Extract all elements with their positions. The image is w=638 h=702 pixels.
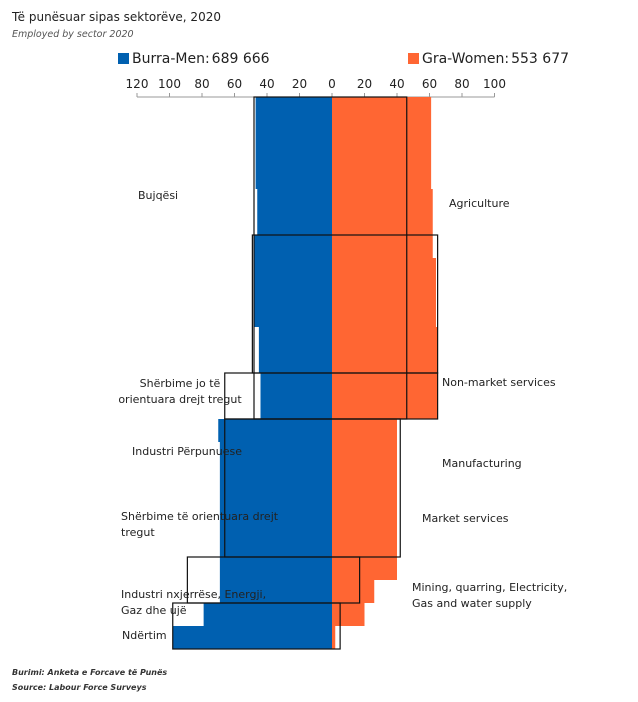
x-axis-tick-label: 40 [389, 77, 404, 91]
bar-men [257, 189, 332, 235]
source-en: Source: Labour Force Surveys [12, 683, 147, 692]
bar-women [332, 465, 397, 580]
legend-women-swatch [408, 53, 419, 64]
bar-women [332, 580, 375, 603]
label-manufacturing-sq: Industri Përpunuese [132, 445, 242, 458]
bar-women [332, 189, 433, 212]
bar-women [332, 373, 438, 419]
bar-men [255, 97, 332, 189]
label-market-sq: Shërbime të orientuara drejt tregut [121, 510, 279, 539]
x-axis-tick-label: 20 [357, 77, 372, 91]
x-axis-tick-label: 40 [259, 77, 274, 91]
bar-women [332, 419, 397, 465]
bar-women [332, 327, 438, 373]
legend-women-label: Gra-Women: [422, 51, 510, 67]
sector-outlines [172, 96, 439, 650]
chart-title: Të punësuar sipas sektorëve, 2020 [12, 10, 221, 24]
bar-men [254, 235, 332, 327]
bar-men [219, 580, 332, 603]
label-mining-en: Mining, quarring, Electricity, Gas and w… [412, 581, 568, 610]
x-axis-tick-label: 100 [483, 77, 506, 91]
legend-men-value: 689 666 [211, 51, 270, 67]
label-nonmarket-en: Non-market services [442, 376, 556, 389]
x-axis-tick-label: 20 [292, 77, 307, 91]
bar-men [260, 373, 332, 419]
bar-men [172, 626, 332, 649]
bar-women [332, 626, 336, 649]
bars [172, 97, 438, 649]
legend-men-label: Burra-Men: [132, 51, 210, 67]
bar-men [258, 327, 332, 373]
bar-women [332, 258, 436, 327]
chart-subtitle: Employed by sector 2020 [12, 29, 134, 40]
x-axis: 120 100 80 60 40 20 0 20 40 60 80 100 [126, 77, 506, 98]
source-sq: Burimi: Anketa e Forcave të Punës [12, 668, 168, 677]
bar-women [332, 97, 432, 189]
x-axis-tick-label: 60 [227, 77, 242, 91]
label-agriculture-en: Agriculture [449, 197, 510, 210]
label-mining-sq: Industri nxjerrëse, Energji, Gaz dhe ujë [121, 588, 267, 617]
label-nonmarket-sq: Shërbime jo të orientuara drejt tregut [118, 377, 242, 406]
x-axis-tick-label: 100 [158, 77, 181, 91]
label-agriculture-sq: Bujqësi [138, 189, 179, 202]
x-axis-tick-label: 0 [328, 77, 336, 91]
x-axis-tick-label: 80 [194, 77, 209, 91]
x-axis-tick-label: 80 [454, 77, 469, 91]
legend-women-value: 553 677 [511, 51, 570, 67]
label-manufacturing-en: Manufacturing [442, 457, 522, 470]
sector-outline-box [172, 602, 341, 650]
bar-men [218, 419, 332, 442]
legend-women: Gra-Women: 553 677 [408, 51, 569, 67]
bar-men [203, 603, 332, 626]
bar-women [332, 603, 365, 626]
legend-men: Burra-Men: 689 666 [118, 51, 270, 67]
x-axis-tick-label: 60 [422, 77, 437, 91]
label-construction-sq: Ndërtim [122, 629, 167, 642]
legend-men-swatch [118, 53, 129, 64]
label-market-en: Market services [422, 512, 509, 525]
x-axis-tick-label: 120 [126, 77, 149, 91]
